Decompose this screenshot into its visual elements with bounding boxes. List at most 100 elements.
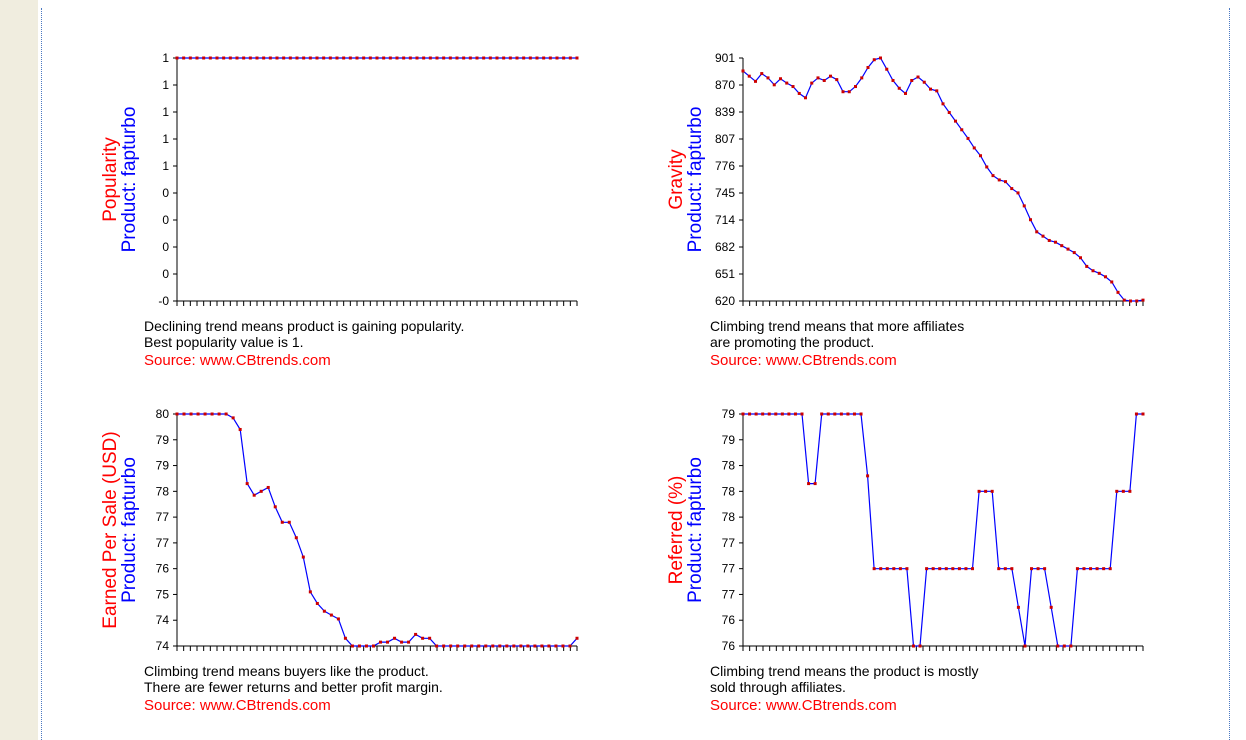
- gravity-data-point: [910, 78, 914, 82]
- referred-data-point: [748, 412, 752, 416]
- popularity-data-point: [215, 56, 219, 60]
- popularity-data-point: [455, 56, 459, 60]
- popularity-data-point: [175, 56, 179, 60]
- referred-data-point: [833, 412, 837, 416]
- earned-per-sale-data-point: [336, 617, 340, 621]
- earned-per-sale-data-point: [273, 505, 277, 509]
- referred-data-point: [951, 567, 955, 571]
- earned-per-sale-data-point: [252, 493, 256, 497]
- popularity-data-point: [362, 56, 366, 60]
- earned-per-sale-data-point: [407, 640, 411, 644]
- popularity-data-point: [382, 56, 386, 60]
- popularity-data-point: [388, 56, 392, 60]
- earned-per-sale-data-point: [526, 644, 530, 648]
- referred-data-point: [1056, 644, 1060, 648]
- referred-data-point: [767, 412, 771, 416]
- earned-per-sale-data-point: [533, 644, 537, 648]
- earned-per-sale-data-point: [498, 644, 502, 648]
- gravity-data-point: [929, 87, 932, 91]
- referred-y-tick-label: 78: [722, 484, 736, 498]
- gravity-data-point: [1004, 180, 1007, 184]
- popularity-y-tick-label: 1: [162, 159, 169, 173]
- gravity-data-point: [1072, 251, 1076, 255]
- gravity-data-point: [941, 102, 945, 106]
- referred-data-point: [859, 412, 863, 416]
- popularity-data-point: [535, 56, 539, 60]
- referred-y-tick-label: 78: [722, 459, 736, 473]
- referred-y-label-metric: Referred (%): [666, 476, 687, 585]
- earned-per-sale-data-point: [379, 640, 383, 644]
- popularity-data-point: [522, 56, 526, 60]
- gravity-data-point: [1135, 299, 1139, 303]
- earned-per-sale-chart: 80 79 79 78 77 77 76 75 74 74 Earned Per Sale (USD…: [100, 407, 579, 653]
- popularity-data-point: [375, 56, 379, 60]
- popularity-data-point: [575, 56, 579, 60]
- referred-data-point: [990, 489, 994, 493]
- earned-per-sale-data-point: [519, 644, 523, 648]
- referred-data-point: [879, 567, 883, 571]
- gravity-data-point: [1041, 234, 1045, 238]
- referred-data-point: [1016, 605, 1020, 609]
- earned-per-sale-data-point: [294, 536, 298, 540]
- popularity-data-point: [562, 56, 566, 60]
- earned-per-sale-data-point: [210, 412, 214, 416]
- referred-data-point: [754, 412, 758, 416]
- earned-per-sale-data-point: [540, 644, 544, 648]
- gravity-data-point: [897, 86, 901, 90]
- referred-data-point: [1030, 567, 1034, 571]
- referred-y-tick-label: 79: [722, 433, 736, 447]
- popularity-data-point: [515, 56, 519, 60]
- referred-data-point: [741, 412, 745, 416]
- referred-data-point: [971, 567, 975, 571]
- referred-data-point: [905, 567, 909, 571]
- popularity-data-point: [222, 56, 226, 60]
- popularity-data-point: [328, 56, 332, 60]
- gravity-data-point: [1079, 256, 1082, 260]
- referred-data-point: [839, 412, 843, 416]
- popularity-data-point: [462, 56, 466, 60]
- earned-per-sale-data-point: [414, 632, 418, 636]
- earned-per-sale-y-tick-label: 74: [156, 613, 170, 627]
- gravity-y-tick-label: 714: [715, 213, 735, 227]
- gravity-data-point: [1054, 240, 1057, 244]
- referred-y-tick-label: 77: [722, 536, 736, 550]
- popularity-data-point: [255, 56, 259, 60]
- gravity-source-link[interactable]: Source: www.CBtrends.com: [710, 352, 897, 369]
- referred-data-point: [1089, 567, 1093, 571]
- gravity-data-point: [879, 56, 882, 60]
- gravity-data-point: [779, 77, 782, 81]
- earned-per-sale-data-point: [400, 640, 404, 644]
- referred-data-point: [807, 482, 811, 486]
- gravity-data-point: [972, 146, 976, 150]
- referred-source-link[interactable]: Source: www.CBtrends.com: [710, 697, 897, 714]
- popularity-data-point: [295, 56, 299, 60]
- left-margin-stripe: [0, 0, 38, 740]
- gravity-y-tick-label: 651: [715, 267, 735, 281]
- earned-per-sale-source-link[interactable]: Source: www.CBtrends.com: [144, 697, 331, 714]
- earned-per-sale-data-point: [343, 636, 347, 640]
- popularity-data-point: [395, 56, 399, 60]
- chart-panel-earned-per-sale: 80 79 79 78 77 77 76 75 74 74 Earned Per Sale (USD…: [70, 401, 630, 740]
- popularity-data-point: [428, 56, 432, 60]
- gravity-data-point: [1097, 271, 1101, 275]
- popularity-y-label-product: Product: fapturbo: [119, 107, 140, 253]
- gravity-data-point: [1016, 191, 1020, 195]
- earned-per-sale-data-point: [350, 644, 354, 648]
- referred-data-point: [1121, 489, 1125, 493]
- referred-data-point: [820, 412, 824, 416]
- referred-data-point: [997, 567, 1001, 571]
- popularity-data-point: [422, 56, 426, 60]
- earned-per-sale-data-point: [470, 644, 474, 648]
- popularity-data-point: [528, 56, 532, 60]
- popularity-data-point: [442, 56, 446, 60]
- earned-per-sale-y-tick-label: 79: [156, 459, 170, 473]
- gravity-data-point: [1141, 298, 1145, 302]
- popularity-data-point: [335, 56, 339, 60]
- earned-per-sale-series-line: [177, 413, 578, 647]
- referred-data-point: [866, 474, 870, 478]
- popularity-data-point: [342, 56, 346, 60]
- popularity-source-link[interactable]: Source: www.CBtrends.com: [144, 352, 331, 369]
- referred-data-point: [852, 412, 856, 416]
- gravity-data-point: [960, 128, 964, 132]
